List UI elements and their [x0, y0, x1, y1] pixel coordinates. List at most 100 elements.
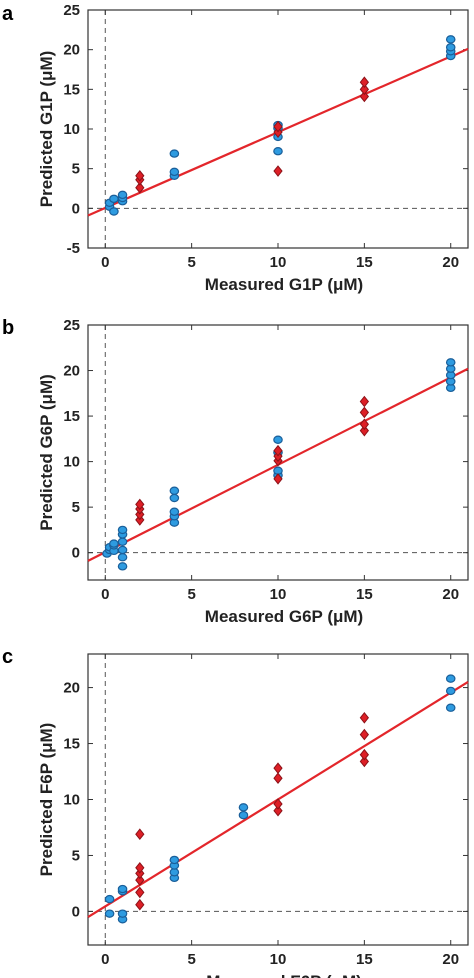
- data-point-diamond: [135, 874, 145, 886]
- y-tick-label: 0: [72, 545, 80, 562]
- data-point-diamond: [135, 828, 145, 840]
- data-point-circle: [109, 194, 119, 204]
- data-point-circle: [445, 674, 456, 683]
- y-axis-label: Predicted G6P (μM): [37, 374, 56, 531]
- data-point-diamond: [359, 83, 370, 96]
- data-point-diamond: [135, 861, 145, 874]
- data-point-circle: [117, 190, 128, 200]
- data-point-circle: [117, 884, 128, 894]
- data-point-diamond: [135, 181, 145, 194]
- x-tick-label: 15: [356, 951, 373, 968]
- data-point-circle: [273, 435, 283, 444]
- data-point-circle: [117, 562, 128, 571]
- data-point-circle: [169, 855, 180, 865]
- data-point-diamond: [273, 444, 283, 457]
- data-point-diamond: [359, 76, 370, 88]
- data-point-diamond: [135, 898, 145, 911]
- x-tick-label: 5: [187, 951, 195, 968]
- x-tick-label: 5: [187, 586, 195, 603]
- y-tick-label: 20: [63, 363, 80, 380]
- x-axis-label: Measured F6P (μM): [206, 972, 362, 978]
- data-point-circle: [169, 507, 180, 516]
- data-point-diamond: [135, 498, 145, 511]
- y-tick-label: 5: [72, 161, 80, 178]
- data-point-diamond: [359, 418, 370, 431]
- y-tick-label: 0: [72, 903, 80, 920]
- data-point-circle: [117, 553, 128, 562]
- data-point-circle: [169, 493, 180, 503]
- data-point-circle: [238, 810, 249, 820]
- y-tick-label: 20: [63, 680, 80, 697]
- plot-frame: [87, 324, 469, 581]
- data-point-circle: [445, 358, 456, 367]
- data-point-circle: [445, 703, 456, 712]
- y-tick-label: 15: [63, 736, 80, 753]
- x-tick-label: 15: [356, 586, 373, 603]
- x-tick-label: 20: [442, 254, 459, 271]
- data-point-circle: [109, 539, 119, 548]
- y-axis-label: Predicted G1P (μM): [37, 51, 56, 208]
- x-tick-label: 10: [270, 951, 287, 968]
- x-tick-label: 10: [270, 586, 287, 603]
- data-point-diamond: [135, 886, 145, 899]
- data-point-circle: [117, 525, 128, 535]
- y-tick-label: 5: [72, 847, 80, 864]
- y-axis-label: Predicted F6P (μM): [37, 723, 56, 877]
- data-point-circle: [117, 537, 128, 546]
- data-point-diamond: [359, 711, 370, 724]
- data-point-circle: [117, 909, 128, 918]
- y-tick-label: 10: [63, 454, 80, 471]
- data-point-circle: [109, 207, 119, 216]
- x-tick-label: 0: [101, 586, 109, 603]
- data-point-circle: [104, 894, 115, 904]
- plot-frame: [87, 653, 469, 946]
- data-point-diamond: [359, 406, 370, 419]
- data-point-circle: [238, 803, 249, 812]
- data-point-circle: [445, 43, 456, 52]
- data-point-circle: [169, 486, 180, 495]
- chart-panel-b: b 0 5 10 15 20 0 5 10 15 20 25 Measured G6P (μM) Pred…: [2, 317, 469, 626]
- data-point-diamond: [273, 473, 283, 485]
- x-tick-label: 20: [442, 951, 459, 968]
- data-point-diamond: [273, 804, 283, 817]
- x-tick-label: 0: [101, 254, 109, 271]
- data-point-circle: [104, 909, 115, 918]
- data-point-diamond: [273, 165, 283, 177]
- chart-panel-a: a 0 5 10 15 20 -5 0 5 10 15 20 25 Measured G1P (μM) Pr…: [2, 2, 469, 294]
- y-tick-label: 25: [63, 2, 80, 19]
- y-tick-label: 15: [63, 81, 80, 98]
- x-tick-label: 10: [270, 254, 287, 271]
- y-tick-label: 20: [63, 42, 80, 59]
- panel-letter: c: [2, 646, 13, 668]
- x-tick-label: 20: [442, 586, 459, 603]
- y-tick-label: -5: [67, 240, 80, 257]
- x-tick-label: 0: [101, 951, 109, 968]
- data-point-circle: [445, 686, 456, 696]
- data-point-diamond: [359, 424, 370, 437]
- y-tick-label: 0: [72, 200, 80, 217]
- data-point-circle: [273, 147, 283, 156]
- data-point-diamond: [273, 120, 283, 133]
- y-tick-label: 15: [63, 408, 80, 425]
- data-point-diamond: [273, 772, 283, 785]
- data-point-circle: [169, 167, 180, 177]
- data-point-circle: [445, 35, 456, 44]
- data-point-circle: [169, 149, 180, 158]
- data-point-diamond: [273, 798, 283, 810]
- panel-letter: a: [2, 3, 14, 25]
- data-point-circle: [117, 545, 128, 555]
- data-point-diamond: [273, 762, 283, 774]
- data-point-diamond: [135, 170, 145, 182]
- data-point-diamond: [359, 90, 370, 103]
- panel-letter: b: [2, 317, 14, 339]
- x-axis-label: Measured G6P (μM): [205, 607, 363, 626]
- y-tick-label: 5: [72, 499, 80, 516]
- data-point-diamond: [359, 748, 370, 761]
- x-axis-label: Measured G1P (μM): [205, 275, 363, 294]
- data-point-diamond: [359, 755, 370, 768]
- data-point-diamond: [359, 395, 370, 408]
- data-point-diamond: [359, 728, 370, 741]
- y-tick-label: 10: [63, 121, 80, 138]
- x-tick-label: 15: [356, 254, 373, 271]
- y-tick-label: 25: [63, 317, 80, 334]
